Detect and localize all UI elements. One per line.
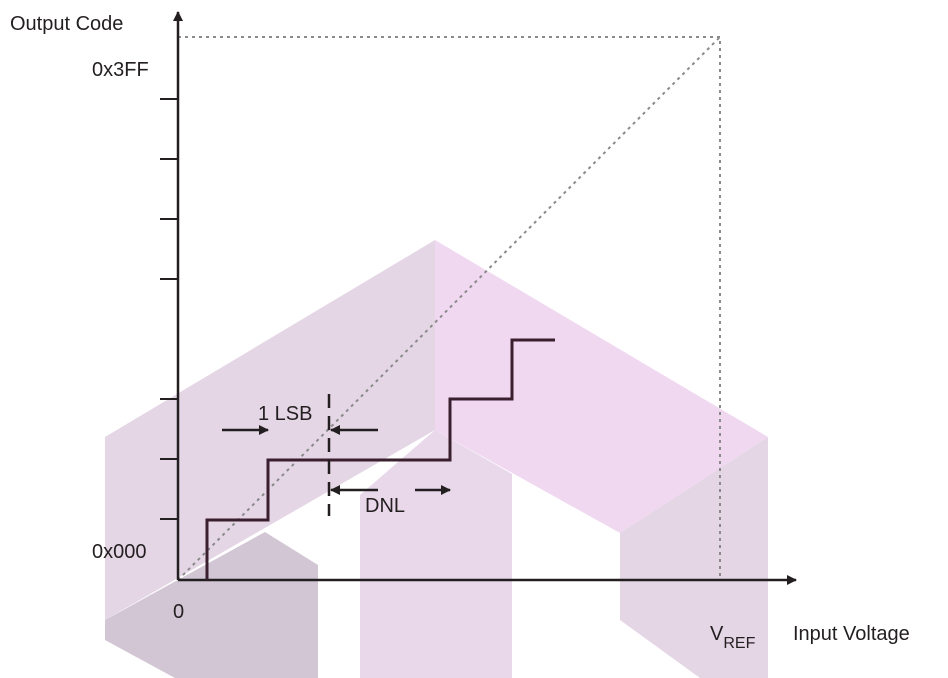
logo-right-leg (620, 437, 768, 678)
y-top-label: 0x3FF (92, 59, 149, 81)
background-logo (105, 240, 768, 678)
x-end-subscript: REF (723, 635, 755, 652)
logo-left-roof (105, 240, 435, 620)
staircase (205, 338, 555, 580)
full-scale-box (178, 36, 721, 580)
x-end-label: VREF (710, 623, 756, 652)
y-bottom-label: 0x000 (92, 541, 147, 563)
arrows (222, 425, 451, 495)
x-end-main: V (710, 623, 724, 645)
axes (160, 11, 797, 585)
x-axis-label: Input Voltage (793, 623, 910, 645)
logo-middle-pillar (360, 430, 512, 678)
x-origin-label: 0 (173, 601, 184, 623)
lsb-label: 1 LSB (258, 403, 312, 425)
logo-right-roof (435, 240, 768, 533)
y-ticks (160, 98, 178, 520)
y-axis-label: Output Code (10, 13, 123, 35)
logo-left-leg (105, 532, 318, 678)
dnl-label: DNL (365, 495, 405, 517)
